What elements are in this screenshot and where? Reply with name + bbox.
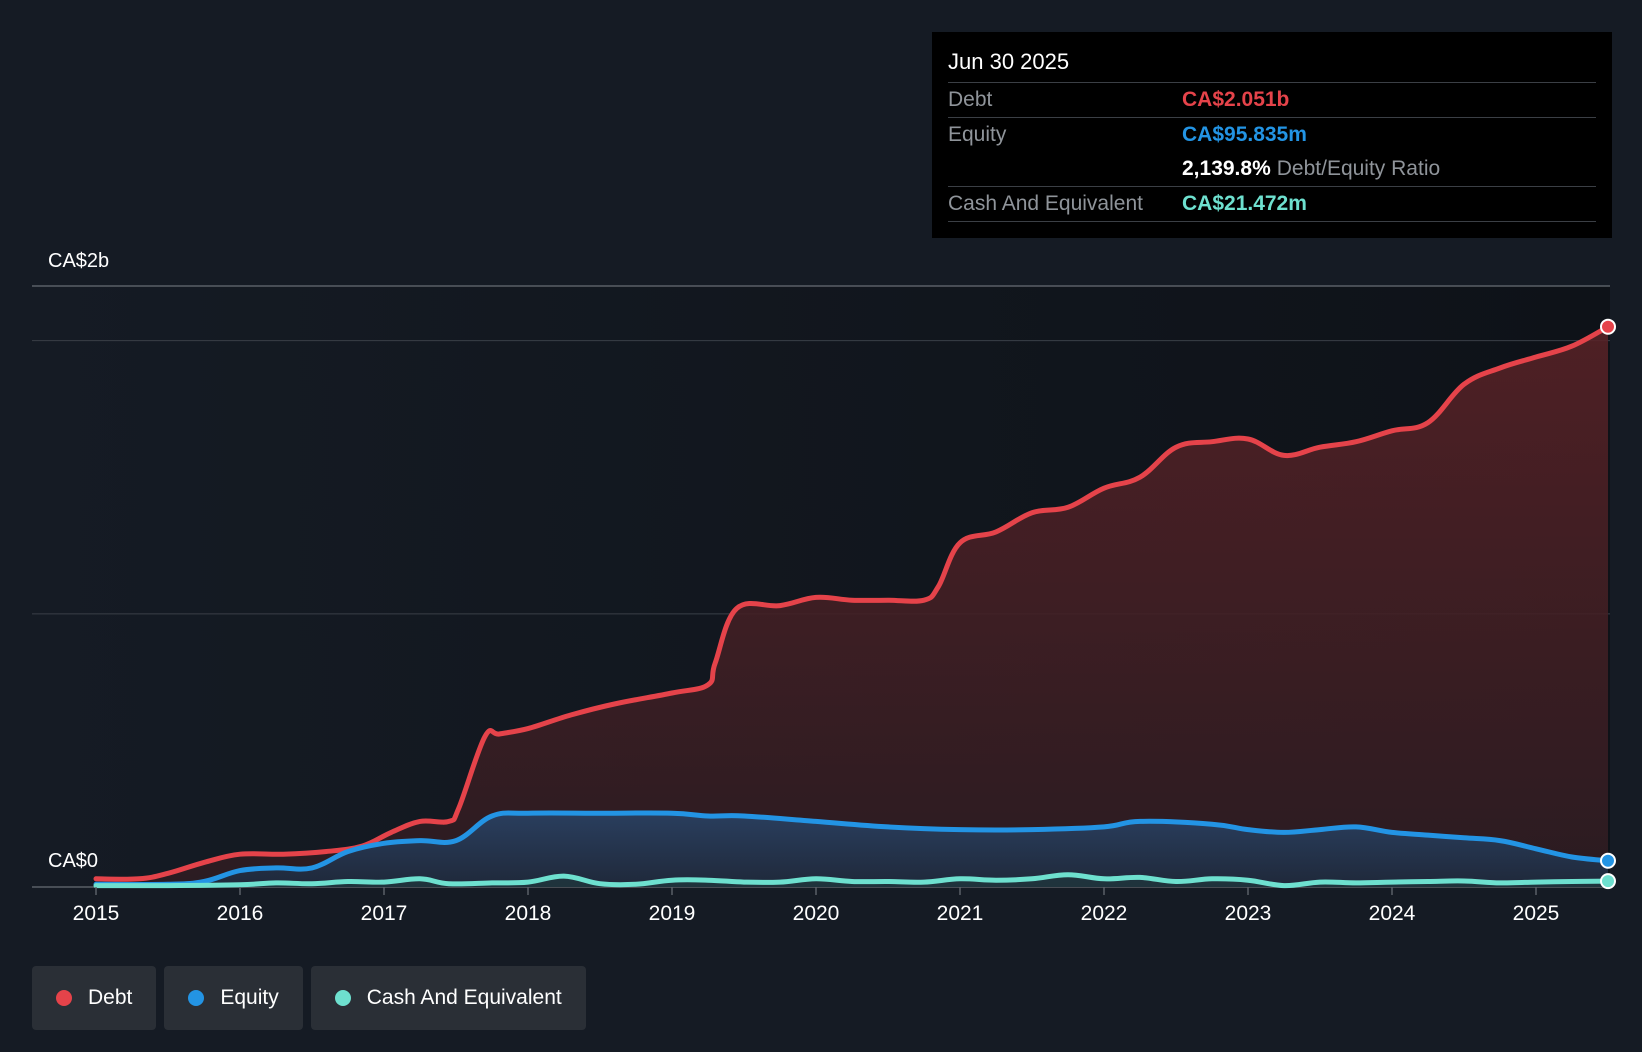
tooltip-ratio-label: Debt/Equity Ratio — [1276, 157, 1441, 180]
x-tick-label: 2024 — [1369, 902, 1416, 925]
series-lines — [93, 324, 1611, 889]
x-tick-label: 2023 — [1225, 902, 1272, 925]
x-tick-label: 2020 — [793, 902, 840, 925]
tooltip: Jun 30 2025 Debt CA$2.051b Equity CA$95.… — [932, 32, 1612, 238]
tooltip-equity-row: Equity CA$95.835m — [948, 118, 1596, 152]
area-debt — [96, 326, 1608, 887]
x-tick-label: 2021 — [937, 902, 984, 925]
tooltip-debt-label: Debt — [948, 88, 993, 111]
y-tick-label-max: CA$2b — [48, 250, 110, 272]
tooltip-cash-value: CA$21.472m — [1182, 192, 1307, 215]
legend-item-cash[interactable]: Cash And Equivalent — [310, 966, 586, 1030]
tooltip-equity-label: Equity — [948, 123, 1007, 146]
line-equity — [93, 810, 1611, 888]
x-tick-label: 2017 — [361, 902, 408, 925]
legend-item-debt[interactable]: Debt — [32, 966, 157, 1030]
tooltip-debt-value: CA$2.051b — [1182, 88, 1290, 111]
x-tick-label: 2016 — [217, 902, 264, 925]
endpoint-debt — [1600, 318, 1616, 335]
equity-dot-icon — [188, 990, 205, 1006]
tooltip-cash-label: Cash And Equivalent — [948, 192, 1143, 215]
tooltip-ratio-row: 2,139.8% Debt/Equity Ratio — [948, 152, 1596, 187]
tooltip-date: Jun 30 2025 — [948, 46, 1596, 83]
endpoint-cash — [1600, 873, 1616, 890]
x-tick-label: 2025 — [1513, 902, 1560, 925]
endpoint-equity — [1600, 852, 1616, 869]
legend-equity-label: Equity — [220, 986, 279, 1009]
x-tick-label: 2019 — [649, 902, 696, 925]
tooltip-ratio-value: 2,139.8% — [1182, 157, 1271, 180]
x-axis-ticks: 2015 2016 2017 2018 2019 2020 2021 2022 2023 2024… — [73, 887, 1560, 925]
x-tick-label: 2018 — [505, 902, 552, 925]
x-tick-label: 2022 — [1081, 902, 1128, 925]
legend-debt-label: Debt — [88, 986, 133, 1009]
legend: Debt Equity Cash And Equivalent — [32, 966, 586, 1030]
cash-dot-icon — [334, 990, 351, 1006]
y-tick-label-zero: CA$0 — [48, 850, 99, 872]
legend-cash-label: Cash And Equivalent — [366, 986, 562, 1009]
tooltip-debt-row: Debt CA$2.051b — [948, 83, 1596, 118]
x-tick-label: 2015 — [73, 902, 120, 925]
line-debt — [93, 324, 1611, 882]
line-cash — [93, 872, 1611, 889]
series-endpoints — [1600, 318, 1616, 890]
legend-item-equity[interactable]: Equity — [164, 966, 303, 1030]
debt-dot-icon — [56, 990, 72, 1006]
tooltip-equity-value: CA$95.835m — [1182, 123, 1307, 146]
tooltip-cash-row: Cash And Equivalent CA$21.472m — [948, 187, 1596, 222]
